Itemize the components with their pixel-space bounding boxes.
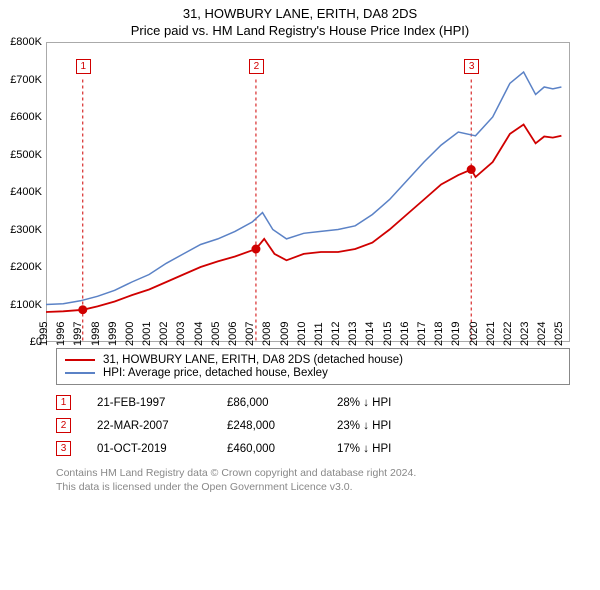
y-axis-label: £700K <box>10 74 42 86</box>
transaction-date: 01-OCT-2019 <box>97 443 227 455</box>
x-axis-label: 2020 <box>468 322 480 346</box>
y-axis-label: £200K <box>10 261 42 273</box>
x-axis-label: 2000 <box>124 322 136 346</box>
transaction-row: 3 01-OCT-2019£460,00017% ↓ HPI <box>56 441 570 456</box>
transaction-price: £86,000 <box>227 397 337 409</box>
sale-marker-dot <box>78 305 87 314</box>
transaction-row: 1 21-FEB-1997£86,00028% ↓ HPI <box>56 395 570 410</box>
transaction-marker: 1 <box>56 395 71 410</box>
y-axis-label: £100K <box>10 299 42 311</box>
y-axis-label: £600K <box>10 111 42 123</box>
x-axis-label: 2015 <box>382 322 394 346</box>
x-axis-label: 2012 <box>330 322 342 346</box>
x-axis-label: 1997 <box>72 322 84 346</box>
x-axis-label: 2001 <box>141 322 153 346</box>
x-axis-label: 2018 <box>433 322 445 346</box>
y-axis-label: £400K <box>10 186 42 198</box>
x-axis-label: 1995 <box>38 322 50 346</box>
chart-title: 31, HOWBURY LANE, ERITH, DA8 2DS <box>0 6 600 21</box>
transactions-table: 1 21-FEB-1997£86,00028% ↓ HPI 2 22-MAR-2007… <box>56 395 570 456</box>
transaction-pct: 17% ↓ HPI <box>337 443 447 455</box>
x-axis-label: 1998 <box>90 322 102 346</box>
x-axis-label: 2025 <box>553 322 565 346</box>
sale-marker-box: 1 <box>76 59 91 74</box>
footer: Contains HM Land Registry data © Crown c… <box>56 466 570 494</box>
transaction-price: £460,000 <box>227 443 337 455</box>
footer-line1: Contains HM Land Registry data © Crown c… <box>56 466 570 480</box>
y-axis-label: £300K <box>10 224 42 236</box>
transaction-date: 21-FEB-1997 <box>97 397 227 409</box>
chart-subtitle: Price paid vs. HM Land Registry's House … <box>0 23 600 38</box>
x-axis-label: 2006 <box>227 322 239 346</box>
legend-row: 31, HOWBURY LANE, ERITH, DA8 2DS (detach… <box>65 354 561 366</box>
transaction-date: 22-MAR-2007 <box>97 420 227 432</box>
x-axis-label: 2016 <box>399 322 411 346</box>
x-axis-label: 2010 <box>296 322 308 346</box>
sale-marker-box: 2 <box>249 59 264 74</box>
x-axis-label: 2021 <box>485 322 497 346</box>
x-axis-label: 2007 <box>244 322 256 346</box>
chart-area: £0£100K£200K£300K£400K£500K£600K£700K£80… <box>46 42 570 342</box>
legend-swatch <box>65 359 95 361</box>
legend-label: HPI: Average price, detached house, Bexl… <box>103 367 328 379</box>
x-axis-label: 2002 <box>158 322 170 346</box>
chart-svg <box>46 42 570 342</box>
x-axis-label: 1999 <box>107 322 119 346</box>
x-axis-label: 2024 <box>536 322 548 346</box>
transaction-pct: 23% ↓ HPI <box>337 420 447 432</box>
legend-swatch <box>65 372 95 374</box>
x-axis-label: 2023 <box>519 322 531 346</box>
transaction-marker: 3 <box>56 441 71 456</box>
legend: 31, HOWBURY LANE, ERITH, DA8 2DS (detach… <box>56 348 570 385</box>
x-axis-label: 2008 <box>261 322 273 346</box>
x-axis-label: 2017 <box>416 322 428 346</box>
x-axis-label: 2013 <box>347 322 359 346</box>
y-axis-label: £800K <box>10 36 42 48</box>
sale-marker-dot <box>251 245 260 254</box>
titles: 31, HOWBURY LANE, ERITH, DA8 2DS Price p… <box>0 0 600 38</box>
x-axis-label: 2003 <box>175 322 187 346</box>
sale-marker-box: 3 <box>464 59 479 74</box>
x-axis-label: 2022 <box>502 322 514 346</box>
x-axis-label: 2009 <box>279 322 291 346</box>
x-axis-label: 2014 <box>364 322 376 346</box>
x-axis-label: 1996 <box>55 322 67 346</box>
transaction-pct: 28% ↓ HPI <box>337 397 447 409</box>
legend-row: HPI: Average price, detached house, Bexl… <box>65 367 561 379</box>
x-axis-label: 2004 <box>193 322 205 346</box>
legend-label: 31, HOWBURY LANE, ERITH, DA8 2DS (detach… <box>103 354 403 366</box>
footer-line2: This data is licensed under the Open Gov… <box>56 480 570 494</box>
transaction-price: £248,000 <box>227 420 337 432</box>
x-axis-label: 2005 <box>210 322 222 346</box>
x-axis-label: 2019 <box>450 322 462 346</box>
figure-container: 31, HOWBURY LANE, ERITH, DA8 2DS Price p… <box>0 0 600 590</box>
y-axis-label: £500K <box>10 149 42 161</box>
x-axis-label: 2011 <box>313 322 325 346</box>
sale-marker-dot <box>467 165 476 174</box>
transaction-row: 2 22-MAR-2007£248,00023% ↓ HPI <box>56 418 570 433</box>
transaction-marker: 2 <box>56 418 71 433</box>
